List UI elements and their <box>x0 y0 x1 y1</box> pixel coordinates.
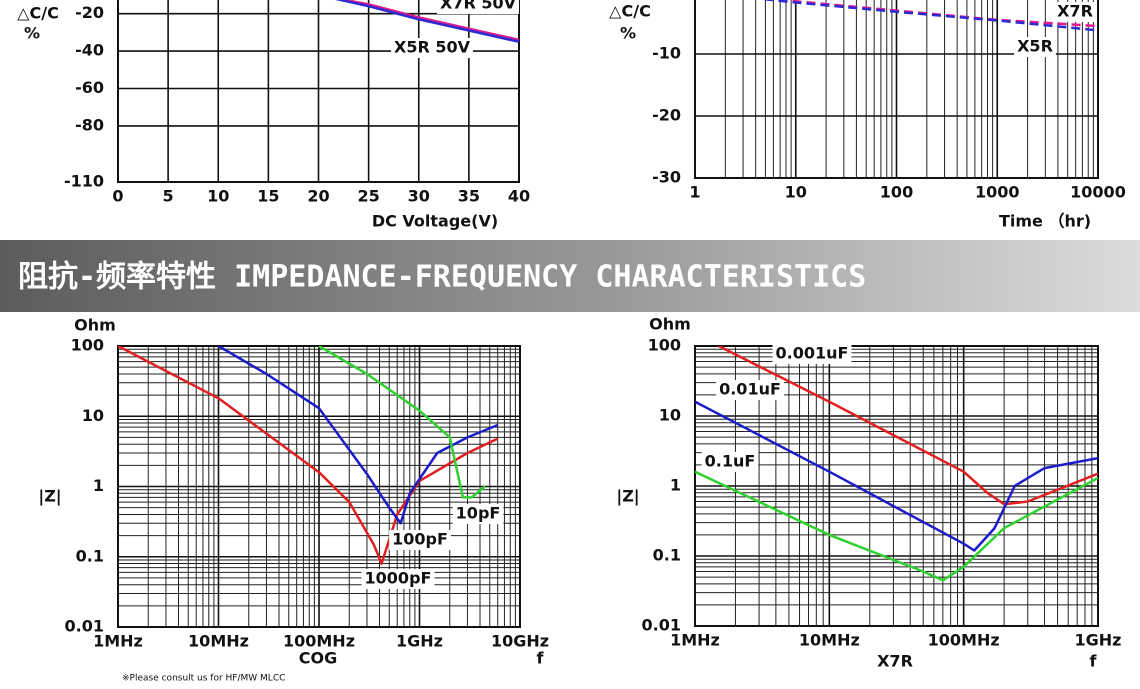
series-line <box>695 400 1098 552</box>
plot-frame <box>694 345 1099 627</box>
y-axis-unit: Ohm <box>649 315 691 334</box>
label-background <box>389 530 451 550</box>
series-label: X7R <box>1057 2 1093 21</box>
x-tick-label: 20 <box>307 187 329 206</box>
x-tick-label: 1MHz <box>93 632 143 651</box>
y-tick-label: 0.01 <box>65 617 104 636</box>
series-line <box>718 346 1098 506</box>
label-background <box>1014 37 1056 57</box>
y-axis-unit: % <box>620 24 636 43</box>
x-tick-label: 10MHz <box>799 631 860 650</box>
y-tick-label: -20 <box>75 3 104 22</box>
series-line <box>217 346 499 525</box>
plot-frame <box>694 0 1099 179</box>
label-background <box>716 380 784 400</box>
label-background <box>772 344 852 364</box>
series-line <box>118 346 499 565</box>
x-tick-label: 1GHz <box>396 632 443 651</box>
y-tick-label: 0.01 <box>642 616 681 635</box>
y-axis-unit: % <box>24 24 40 43</box>
y-tick-label: 100 <box>648 336 681 355</box>
y-tick-label: -20 <box>652 106 681 125</box>
x-tick-label: 100 <box>880 183 913 202</box>
y-tick-label: -60 <box>75 78 104 97</box>
label-background <box>452 504 504 524</box>
y-axis-label: △C/C <box>17 4 59 23</box>
y-axis-label: △C/C <box>609 2 651 21</box>
series-label: 100pF <box>392 530 448 549</box>
footnote: ※Please consult us for HF/MW MLCC <box>122 674 285 684</box>
y-tick-label: 10 <box>82 406 104 425</box>
x-axis-label: COG <box>299 649 337 668</box>
x-tick-label: 5 <box>163 187 174 206</box>
label-background <box>1054 2 1096 22</box>
series-line <box>338 0 519 42</box>
x-tick-label: 25 <box>357 187 379 206</box>
series-line <box>318 346 486 499</box>
y-tick-label: 0.1 <box>653 546 681 565</box>
series-line <box>335 0 519 44</box>
series-label: 0.1uF <box>705 452 756 471</box>
x-tick-label: 1MHz <box>670 631 720 650</box>
y-axis-label: |Z| <box>616 487 639 507</box>
x-tick-label: 1 <box>689 183 700 202</box>
x-axis-unit: f <box>537 649 545 668</box>
series-line <box>759 0 1098 32</box>
y-tick-label: 1 <box>670 476 681 495</box>
x-tick-label: 0 <box>112 187 123 206</box>
label-background <box>701 452 759 472</box>
x-tick-label: 15 <box>257 187 279 206</box>
x-tick-label: 30 <box>408 187 430 206</box>
series-label: X7R 50V <box>440 0 517 13</box>
x-tick-label: 10000 <box>1070 183 1126 202</box>
y-tick-label: -110 <box>64 172 104 191</box>
y-axis-unit: Ohm <box>74 316 116 335</box>
x-axis-unit: f <box>1090 652 1098 671</box>
x-tick-label: 10 <box>785 183 807 202</box>
y-tick-label: -10 <box>652 44 681 63</box>
x-tick-label: 35 <box>458 187 480 206</box>
y-tick-label: -40 <box>75 41 104 60</box>
series-label: 10pF <box>456 504 501 523</box>
y-tick-label: 10 <box>659 406 681 425</box>
series-label: 1000pF <box>365 569 432 588</box>
y-axis-label: |Z| <box>38 487 61 507</box>
label-background <box>361 569 435 589</box>
x-tick-label: 100MHz <box>928 631 1000 650</box>
label-background <box>390 38 474 58</box>
x-tick-label: 1000 <box>975 183 1020 202</box>
y-tick-label: 0.1 <box>76 546 104 565</box>
x-tick-label: 10MHz <box>188 632 249 651</box>
x-axis-label: Time （hr) <box>999 212 1091 231</box>
x-tick-label: 1GHz <box>1075 631 1122 650</box>
plot-frame <box>117 0 520 183</box>
x-axis-label: DC Voltage(V) <box>372 212 498 231</box>
y-tick-label: -80 <box>75 115 104 134</box>
x-tick-label: 100MHz <box>283 632 355 651</box>
chart: 1MHz 10MHz 100MHz 1GHz 100 10 1 0.1 0.01 0.001uF 0… <box>616 315 1121 671</box>
x-tick-label: 10GHz <box>491 632 549 651</box>
series-label: X5R 50V <box>394 38 471 57</box>
y-tick-label: 1 <box>93 476 104 495</box>
label-background <box>436 0 520 14</box>
banner-title: 阻抗-频率特性 IMPEDANCE-FREQUENCY CHARACTERIST… <box>18 260 866 295</box>
x-axis-label: X7R <box>877 652 913 671</box>
y-tick-label: -30 <box>652 168 681 187</box>
series-label: X5R <box>1017 37 1053 56</box>
x-tick-label: 40 <box>508 187 530 206</box>
y-tick-label: 100 <box>71 336 104 355</box>
chart: 0 5 10 15 20 25 30 35 40 -20 -40 -60 -80 -110 X7R 50V X… <box>17 0 530 231</box>
banner <box>0 240 1140 312</box>
chart: 1MHz 10MHz 100MHz 1GHz 10GHz 100 10 1 0.1 0.01 100… <box>38 316 549 684</box>
series-label: 0.01uF <box>719 380 781 399</box>
series-label: 0.001uF <box>776 344 849 363</box>
series-line <box>695 470 1098 582</box>
x-tick-label: 10 <box>207 187 229 206</box>
